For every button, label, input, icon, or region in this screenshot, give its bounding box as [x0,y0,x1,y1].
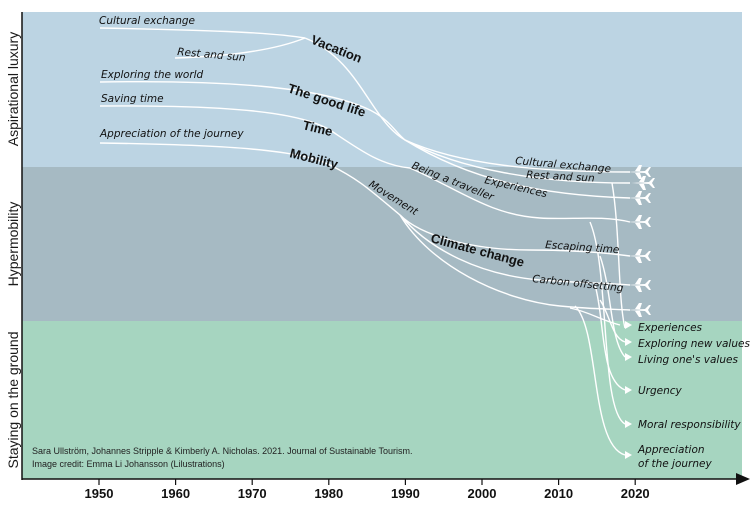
airplane-icon [631,176,655,190]
label-ground-experiences: Experiences [638,322,703,334]
flow-climate-to-carbon [399,214,631,286]
flow-movement [399,214,631,257]
flow-drop-appreciation [574,305,626,456]
flow-drop-experiences [569,307,621,326]
flow-drop-2 [611,182,626,329]
airplane-icon [627,303,651,317]
flow-appreciation [99,142,401,216]
flow-drop-moral [589,221,626,425]
flow-saving-time [99,105,411,169]
x-tick-label: 2010 [544,486,573,501]
airplane-icon [627,165,651,179]
flow-being-traveller [409,167,631,223]
x-tick-label: 2000 [468,486,497,501]
label-hyper-rest-and-sun: Rest and sun [526,169,595,185]
x-axis-arrow-icon [736,473,750,485]
label-origin-cultural-exchange: Cultural exchange [99,15,195,27]
credit-line-2: Image credit: Emma Li Johansson (Lilustr… [32,459,225,469]
flow-to-experiences [404,139,631,199]
label-ground-living-ones-values: Living one's values [638,354,738,366]
airplane-icon [627,191,651,205]
band-hypermobility [22,167,742,321]
label-theme-time: Time [301,117,334,139]
flow-cultural-exchange [99,27,306,39]
label-hyper-escaping-time: Escaping time [545,239,620,256]
flow-to-cultural-exchange [404,139,631,173]
label-ground-appreciation: Appreciation [637,444,705,456]
flow-exploring-world [99,80,406,141]
label-ground-of-the-journey: of the journey [638,458,712,470]
flow-lines [99,27,631,456]
label-origin-exploring-the-world: Exploring the world [101,69,204,81]
label-origin-saving-time: Saving time [101,93,164,105]
drop-arrowheads [625,321,632,459]
label-ground-urgency: Urgency [638,385,683,397]
band-label-aspirational-luxury: Aspirational luxury [5,32,21,146]
flow-vacation [304,37,406,141]
flow-drop-urgency [594,284,626,391]
x-tick-label: 1960 [161,486,190,501]
x-tick-label: 1950 [85,486,114,501]
flow-rest-and-sun [174,37,306,59]
credit-line-1: Sara Ullström, Johannes Stripple & Kimbe… [32,446,413,456]
label-origin-appreciation: Appreciation of the journey [99,128,244,140]
airplane-icons [627,165,655,317]
airplane-icon [627,249,651,263]
flow-drop-living [599,255,626,358]
band-staying-on-the-ground [22,321,742,479]
x-tick-label: 1970 [238,486,267,501]
band-aspirational-luxury [22,12,742,167]
label-ground-exploring-new-values: Exploring new values [638,338,750,350]
x-tick-label: 1980 [314,486,343,501]
band-label-staying-on-the-ground: Staying on the ground [5,332,21,469]
label-ground-moral-responsibility: Moral responsibility [638,419,741,431]
airplane-icon [627,215,651,229]
x-tick-label: 1990 [391,486,420,501]
band-label-hypermobility: Hypermobility [5,202,21,287]
airplane-icon [627,278,651,292]
label-origin-rest-and-sun: Rest and sun [177,46,246,64]
flow-to-rest-and-sun [404,139,631,184]
x-tick-label: 2020 [621,486,650,501]
flow-drop-exploring [599,299,626,343]
x-axis-ticks: 1950 1960 1970 1980 1990 2000 2010 2020 [85,479,650,501]
